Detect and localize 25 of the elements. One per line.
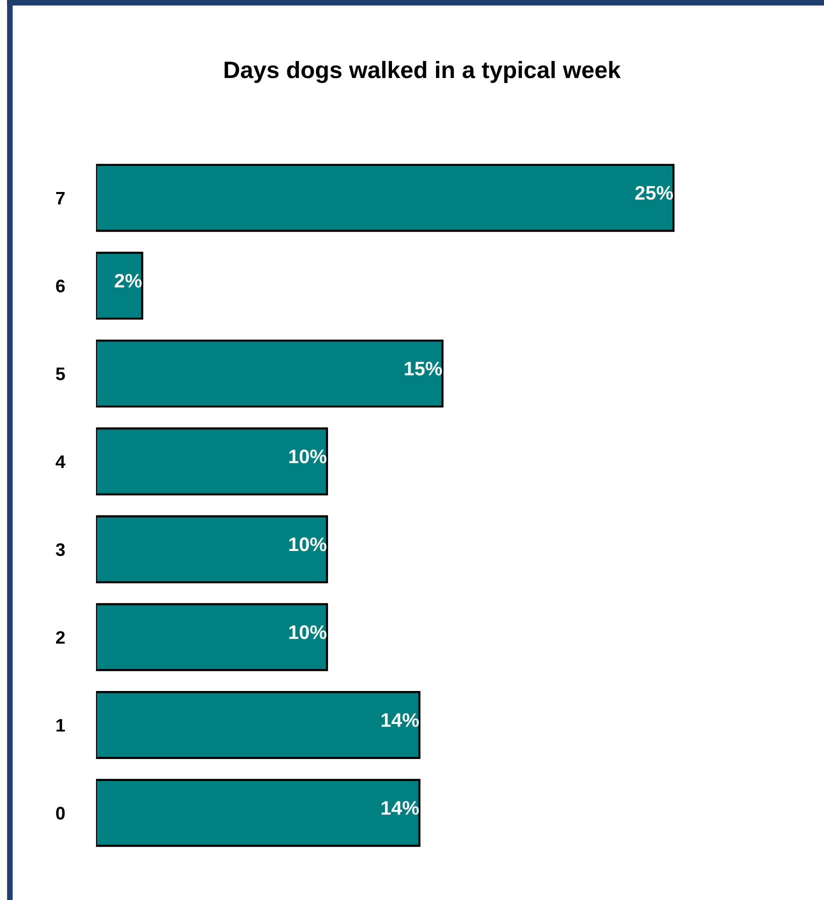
data-label: 14% [382, 713, 419, 727]
y-tick-label: 3 [56, 543, 65, 556]
bar [96, 778, 420, 847]
y-tick-label: 2 [56, 631, 65, 644]
data-label: 14% [382, 801, 419, 815]
data-label: 10% [289, 625, 326, 640]
bar [96, 603, 328, 672]
y-tick-label: 1 [56, 719, 65, 732]
bar [96, 691, 420, 759]
y-tick-label: 0 [56, 806, 65, 820]
bar [96, 427, 328, 496]
data-label: 25% [635, 186, 673, 200]
bar [96, 164, 675, 232]
data-label: 15% [404, 362, 442, 376]
data-label: 2% [114, 274, 142, 288]
y-tick-label: 7 [56, 192, 65, 204]
bar [96, 515, 328, 584]
bar [96, 252, 144, 320]
data-label: 10% [289, 537, 326, 552]
y-tick-label: 4 [56, 456, 66, 468]
y-tick-label: 5 [56, 368, 65, 380]
data-label: 10% [289, 450, 326, 464]
bar [96, 340, 444, 408]
chart-title: Days dogs walked in a typical week [224, 60, 621, 84]
y-tick-label: 6 [56, 280, 65, 292]
